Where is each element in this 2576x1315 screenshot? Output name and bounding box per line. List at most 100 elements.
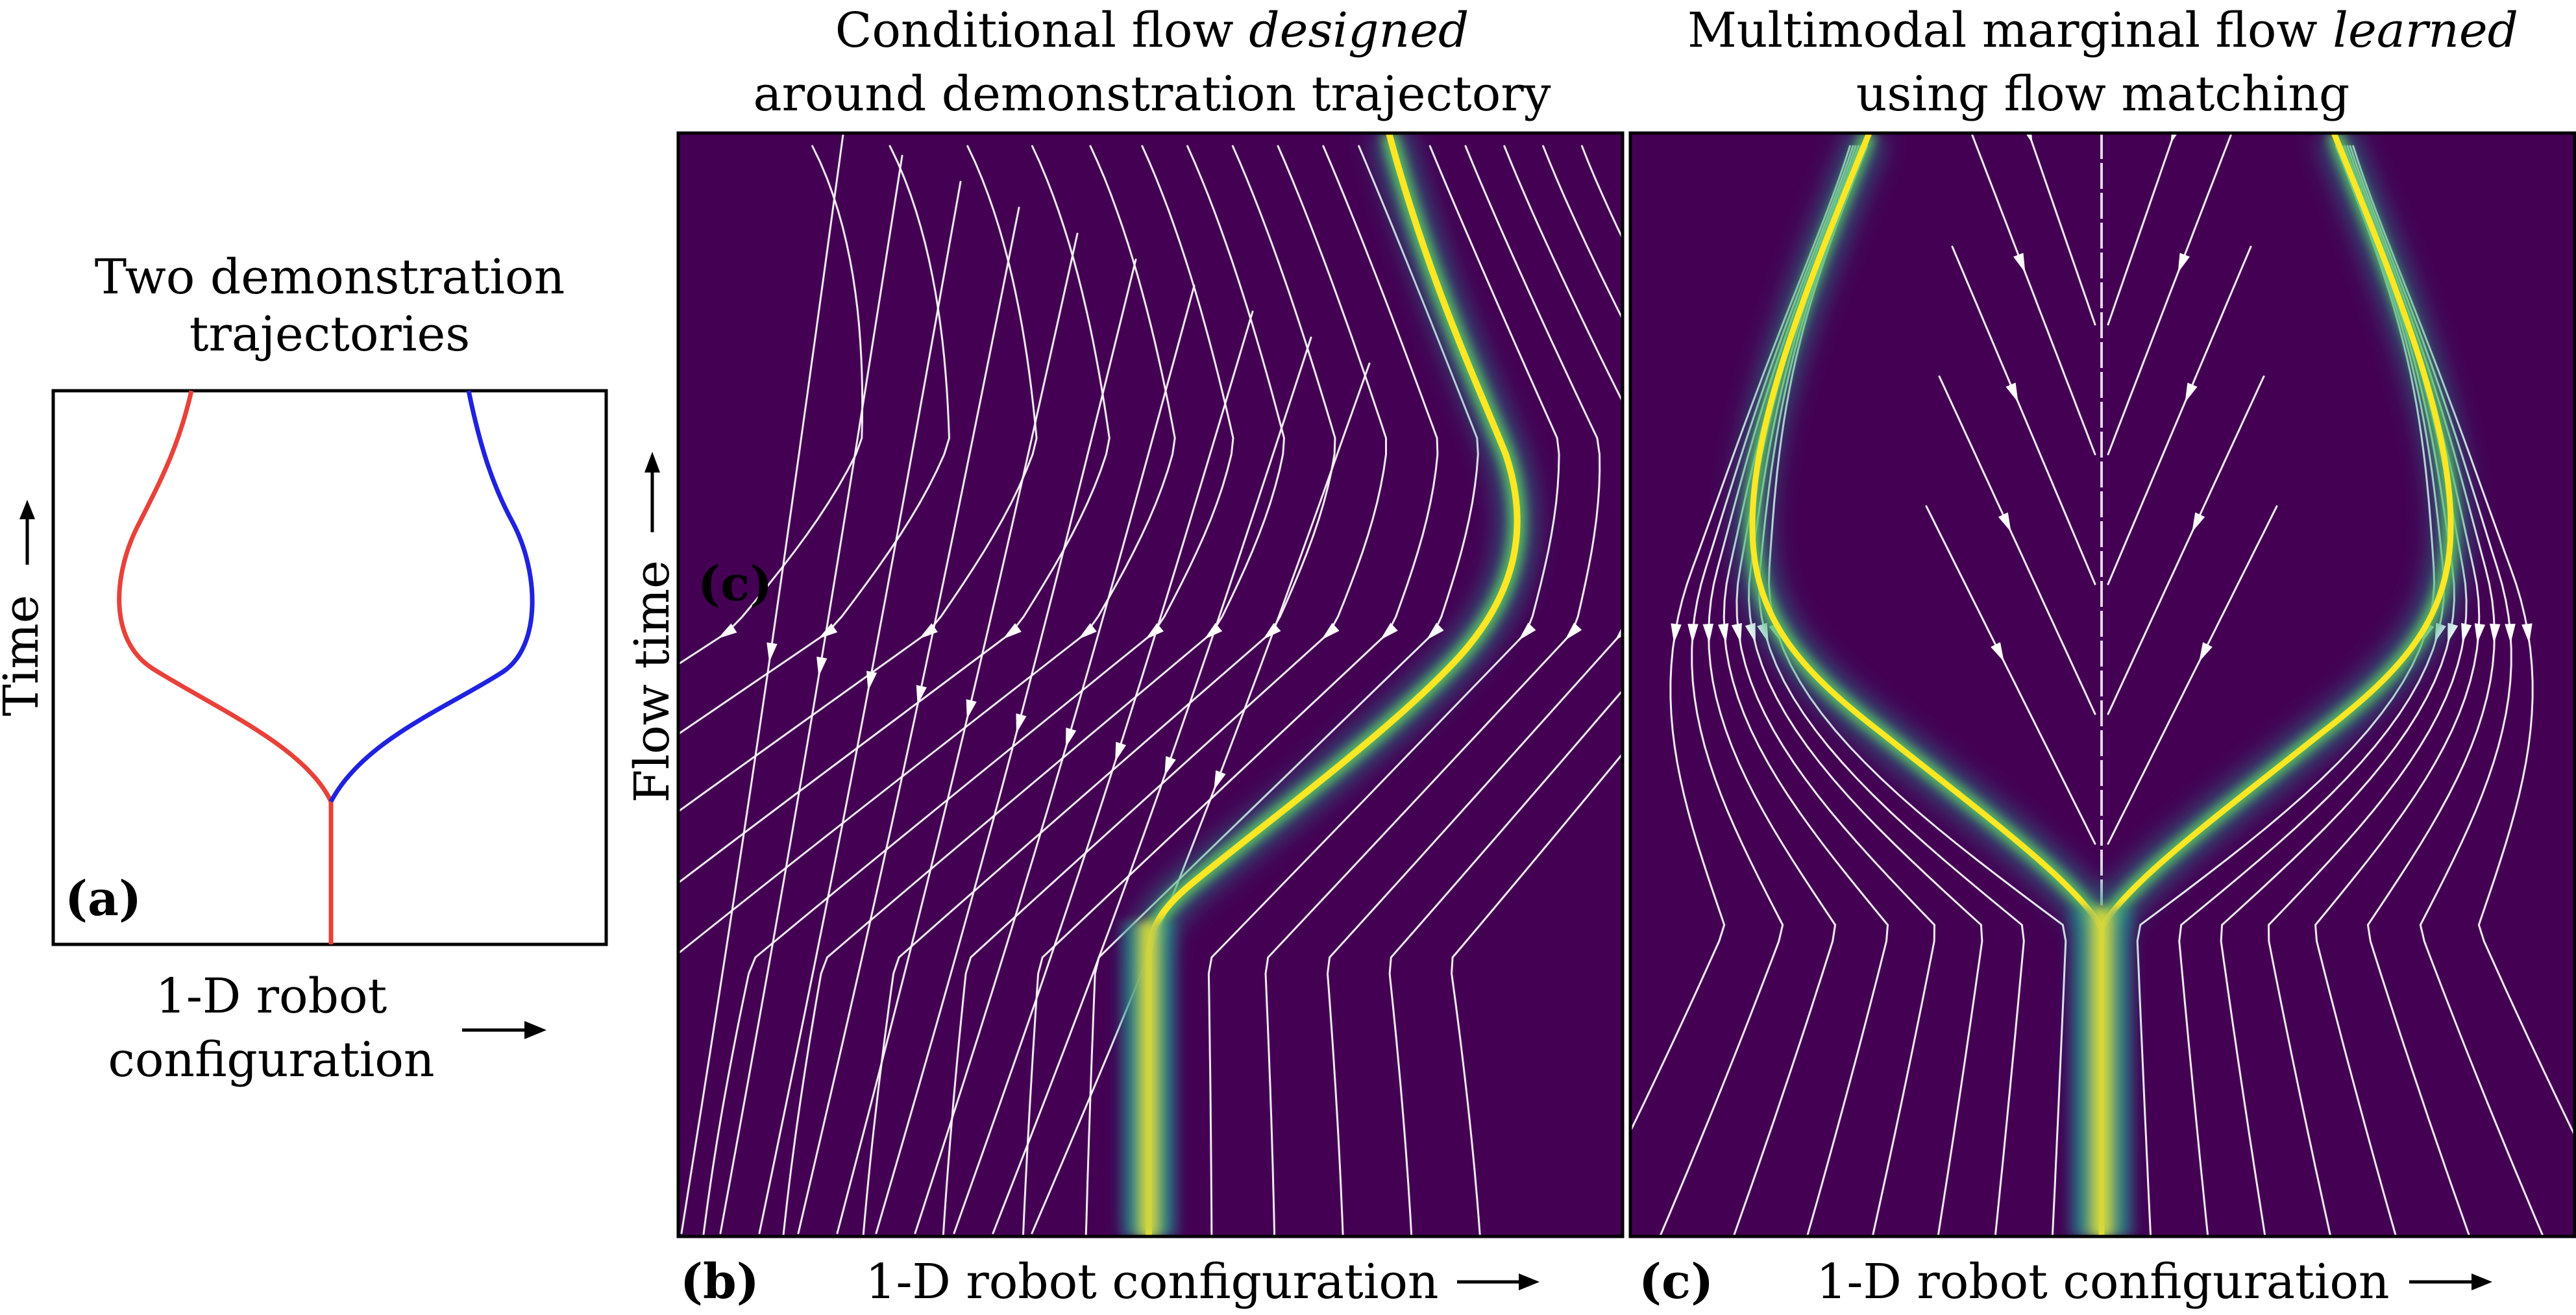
streamline-arrow-icon: [1003, 623, 1022, 639]
streamline: [942, 145, 1387, 1236]
streamline: [1326, 145, 1623, 1236]
streamline-arrow-icon: [1380, 622, 1398, 640]
streamline-arrow-icon: [1115, 741, 1127, 762]
streamline: [1264, 145, 1601, 1236]
streamline-arrow-icon: [2185, 382, 2198, 403]
streamline: [1925, 505, 2096, 845]
panel-c-title-emph: learned: [2333, 3, 2518, 58]
streamline-arrow-icon: [1687, 624, 1699, 643]
streamline: [1207, 145, 1560, 1236]
panel-c-title-text: Multimodal marginal flow: [1687, 3, 2333, 58]
panel-b-streamlines: [678, 133, 1623, 1236]
streamline-arrow-icon: [1518, 622, 1536, 641]
streamline-arrow-icon: [2170, 133, 2178, 143]
panel-c-x-arrow-icon: [2409, 1273, 2492, 1290]
streamline: [1970, 133, 2096, 456]
panel-b-density-band: [1116, 133, 1537, 1236]
panel-b-title-line1: Conditional flow designed: [835, 3, 1469, 58]
panel-a-xlabel-line2: configuration: [108, 1032, 434, 1088]
panel-b-frame: [676, 131, 1625, 1238]
streamline-arrow-icon: [1991, 642, 2004, 662]
streamline-arrow-icon: [966, 699, 977, 720]
streamline-arrow-icon: [916, 685, 927, 706]
streamline: [2107, 133, 2233, 456]
panel-b-title-emph: designed: [1249, 3, 1469, 58]
panel-a-y-arrow-icon: [19, 500, 35, 565]
streamline-arrow-icon: [2521, 623, 2533, 643]
panel-a-x-arrow-icon: [462, 1021, 546, 1039]
panel-c: Multimodal marginal flow learned using f…: [1628, 3, 2576, 1310]
streamline-arrow-icon: [2192, 512, 2205, 532]
panel-b-title-line2: around demonstration trajectory: [753, 66, 1551, 122]
streamline: [1031, 362, 1371, 1235]
streamline: [2107, 245, 2252, 585]
panel-c-title-line1: Multimodal marginal flow learned: [1687, 3, 2518, 58]
streamline: [2028, 133, 2096, 326]
panel-c-density-band: [1752, 133, 2451, 1236]
streamline-arrow-icon: [1564, 622, 1582, 641]
panel-b-ylabel: Flow time: [624, 560, 680, 803]
panel-c-title-line2: using flow matching: [1856, 66, 2349, 122]
streamline: [1022, 145, 1439, 1236]
streamline-arrow-icon: [2474, 623, 2486, 643]
streamline-arrow-icon: [718, 623, 737, 639]
streamline-arrow-icon: [2013, 252, 2026, 273]
streamline: [875, 258, 1137, 1235]
streamline: [678, 145, 951, 735]
streamline: [719, 154, 903, 1235]
streamline-arrow-icon: [1671, 623, 1682, 643]
streamline: [1388, 145, 1623, 1236]
streamline-arrow-icon: [1321, 622, 1340, 640]
panel-a-title-line2: trajectories: [190, 306, 471, 362]
streamline-arrow-icon: [1016, 713, 1027, 733]
streamline-arrow-icon: [1078, 623, 1097, 639]
streamline-arrow-icon: [1204, 622, 1223, 640]
streamline: [680, 133, 844, 1235]
panel-b-tag: (b): [680, 1254, 759, 1310]
streamline-arrow-icon: [818, 623, 838, 639]
panel-b-overlay-tag: (c): [698, 556, 772, 612]
streamline-arrow-icon: [816, 656, 828, 677]
panel-a: Two demonstration trajectories (a) Time …: [0, 249, 608, 1088]
panel-a-xlabel-line1: 1-D robot: [156, 968, 387, 1024]
streamline-arrow-icon: [2199, 642, 2213, 662]
streamline-arrow-icon: [1731, 622, 1742, 643]
streamline: [2107, 375, 2265, 715]
streamline: [702, 145, 1234, 1236]
panel-b: Conditional flow designed around demonst…: [624, 3, 1625, 1310]
streamline-arrow-icon: [2447, 622, 2459, 643]
streamline-arrow-icon: [2006, 382, 2018, 403]
streamline-arrow-icon: [1214, 770, 1226, 791]
streamline-arrow-icon: [1262, 622, 1281, 640]
streamline: [2107, 133, 2176, 326]
right-trajectory-line: [328, 390, 535, 803]
panel-b-y-arrow-icon: [644, 452, 660, 532]
streamline-arrow-icon: [2505, 624, 2516, 643]
left-trajectory-line: [117, 390, 334, 944]
panel-b-x-arrow-icon: [1457, 1273, 1539, 1290]
streamline-arrow-icon: [1702, 623, 1714, 643]
streamline: [678, 145, 1038, 813]
panel-a-title-line1: Two demonstration: [95, 249, 565, 305]
streamline: [953, 310, 1254, 1235]
streamline: [678, 145, 864, 666]
panel-c-frame: [1628, 131, 2576, 1238]
panel-c-xlabel: 1-D robot configuration: [1816, 1254, 2389, 1310]
streamline-arrow-icon: [2025, 133, 2033, 143]
streamline-arrow-icon: [1717, 623, 1729, 643]
streamline: [836, 232, 1079, 1235]
streamline: [914, 284, 1196, 1235]
streamline-arrow-icon: [1426, 622, 1444, 641]
panel-a-ylabel: Time: [0, 595, 49, 717]
streamline: [1451, 145, 1623, 1236]
streamline: [1951, 245, 2096, 585]
streamline-arrow-icon: [1145, 622, 1164, 640]
streamline: [992, 336, 1312, 1235]
streamline-arrow-icon: [2489, 623, 2501, 643]
panel-b-xlabel: 1-D robot configuration: [865, 1254, 1438, 1310]
panel-a-tag: (a): [65, 871, 141, 927]
streamline-arrow-icon: [1998, 512, 2011, 532]
streamline: [1938, 375, 2096, 715]
streamline-arrow-icon: [2461, 622, 2472, 643]
